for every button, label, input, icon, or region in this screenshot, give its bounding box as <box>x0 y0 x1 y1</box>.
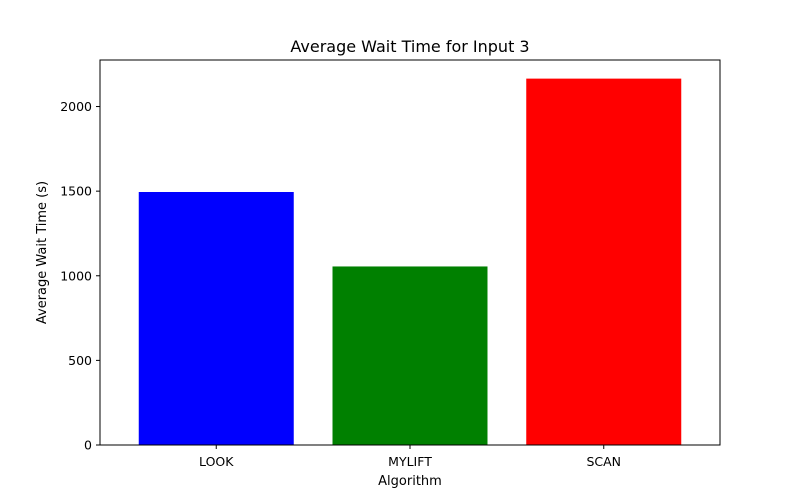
x-axis-label: Algorithm <box>378 474 442 489</box>
chart-title: Average Wait Time for Input 3 <box>290 37 529 56</box>
y-axis-label: Average Wait Time (s) <box>35 181 50 324</box>
y-tick-label: 1000 <box>60 268 92 283</box>
y-tick-label: 1500 <box>60 184 92 199</box>
y-tick-label: 2000 <box>60 99 92 114</box>
x-axis-ticks: LOOK MYLIFT SCAN <box>199 445 621 469</box>
x-tick-label: MYLIFT <box>388 454 432 469</box>
bars-group <box>138 78 682 446</box>
x-tick-label: LOOK <box>199 454 234 469</box>
y-tick-label: 0 <box>84 438 92 453</box>
plot-area-frame <box>99 59 721 446</box>
bar-mylift <box>332 266 488 445</box>
x-tick-label: SCAN <box>586 454 621 469</box>
bar-look <box>138 192 294 445</box>
bar-scan <box>526 78 682 446</box>
y-axis-ticks: 0 500 1000 1500 2000 <box>60 99 100 453</box>
y-tick-label: 500 <box>68 353 92 368</box>
